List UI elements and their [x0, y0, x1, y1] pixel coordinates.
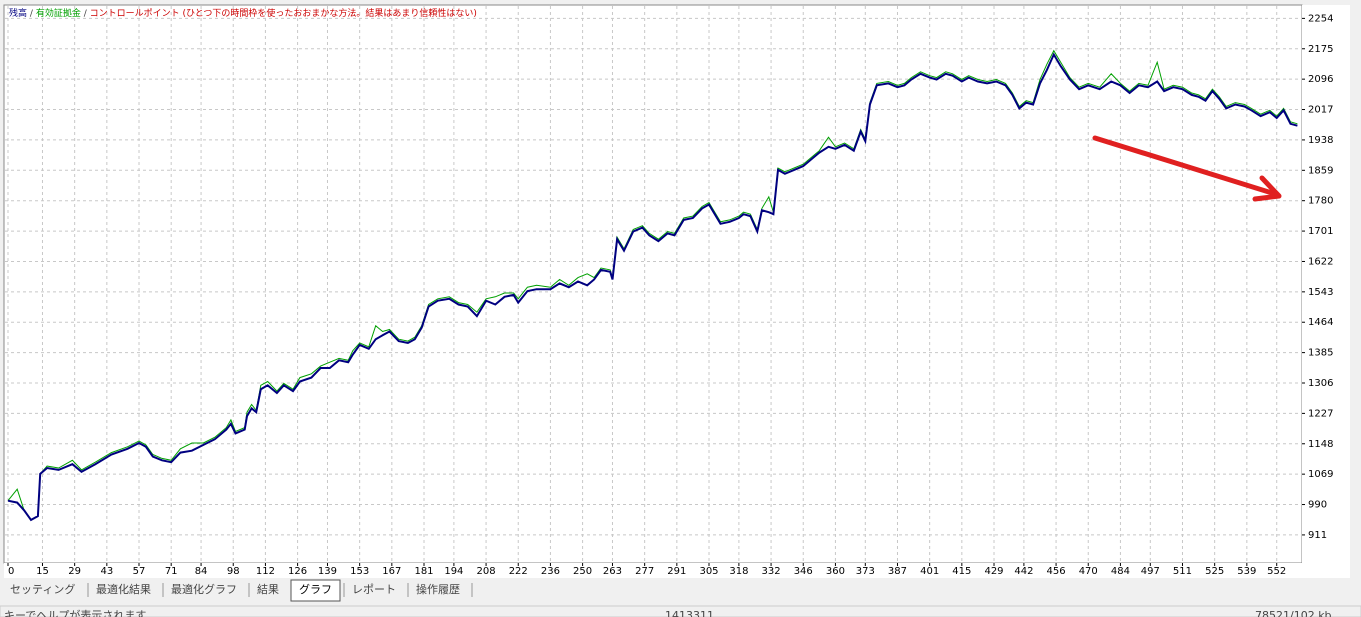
x-tick-label: 552 — [1267, 566, 1286, 577]
lines — [7, 49, 1298, 522]
y-tick-label: 1385 — [1308, 348, 1333, 359]
x-tick-label: 470 — [1079, 566, 1098, 577]
y-tick-label: 1069 — [1308, 469, 1333, 480]
x-tick-label: 29 — [68, 566, 81, 577]
x-tick-label: 305 — [699, 566, 718, 577]
status-text: 78521/102 kb — [1255, 609, 1332, 617]
x-tick-label: 71 — [165, 566, 178, 577]
status-text: 1413311 — [665, 609, 714, 617]
x-tick-label: 415 — [952, 566, 971, 577]
arrow-shaft — [1092, 135, 1275, 196]
legend: 残高 / 有効証拠金 / コントロールポイント (ひとつ下の時間枠を使ったおおま… — [9, 7, 477, 19]
status-bar — [0, 605, 1361, 617]
x-tick-label: 57 — [133, 566, 146, 577]
x-tick-label: 222 — [509, 566, 528, 577]
x-tick-label: 387 — [888, 566, 907, 577]
y-axis-panel — [1302, 5, 1350, 563]
y-tick-label: 1306 — [1308, 378, 1333, 389]
x-tick-label: 277 — [635, 566, 654, 577]
y-tick-label: 1859 — [1308, 165, 1333, 176]
status-text: キーでヘルプが表示されます — [4, 608, 146, 617]
x-axis-panel — [4, 563, 1350, 578]
x-tick-label: 332 — [762, 566, 781, 577]
y-tick-label: 1464 — [1308, 317, 1333, 328]
x-tick-label: 84 — [195, 566, 208, 577]
series-line — [7, 52, 1298, 522]
x-tick-label: 373 — [856, 566, 875, 577]
tab[interactable]: 結果 — [257, 582, 279, 596]
tab[interactable]: 最適化結果 — [96, 582, 151, 596]
tab[interactable]: グラフ — [299, 582, 332, 596]
x-tick-label: 263 — [603, 566, 622, 577]
tab-active — [290, 579, 341, 602]
x-tick-label: 194 — [444, 566, 463, 577]
legend-entry: 残高 — [9, 7, 27, 19]
x-tick-label: 208 — [477, 566, 496, 577]
x-tick-label: 112 — [256, 566, 275, 577]
x-tick-label: 0 — [8, 566, 14, 577]
x-tick-label: 456 — [1047, 566, 1066, 577]
x-tick-label: 153 — [350, 566, 369, 577]
y-tick-label: 1227 — [1308, 408, 1333, 419]
y-tick-label: 2175 — [1308, 44, 1333, 55]
y-tick-label: 990 — [1308, 500, 1327, 511]
y-tick-label: 911 — [1308, 530, 1327, 541]
separator: / — [84, 9, 88, 19]
x-tick-label: 181 — [414, 566, 433, 577]
x-tick-label: 250 — [573, 566, 592, 577]
y-tick-label: 1148 — [1308, 439, 1333, 450]
x-tick-label: 236 — [541, 566, 560, 577]
legend-text: 残高 / 有効証拠金 / コントロールポイント (ひとつ下の時間枠を使ったおおま… — [9, 7, 477, 19]
x-tick-label: 497 — [1141, 566, 1160, 577]
y-tick-label: 1780 — [1308, 196, 1333, 207]
annotation: コントロールポイント (ひとつ下の時間枠を使ったおおまかな方法。結果はあまり信頼… — [90, 7, 477, 19]
x-tick-label: 98 — [227, 566, 240, 577]
x-tick-label: 525 — [1205, 566, 1224, 577]
tab[interactable]: 最適化グラフ — [171, 582, 237, 596]
x-tick-label: 401 — [920, 566, 939, 577]
tab-bar: セッティング 最適化結果 最適化グラフ 結果 グラフ レポート 操作履歴 — [0, 579, 1361, 604]
x-tick-label: 318 — [729, 566, 748, 577]
tab-bar-bg — [0, 579, 1361, 604]
x-tick-label: 126 — [288, 566, 307, 577]
y-tick-label: 2017 — [1308, 105, 1333, 116]
legend-entry: 有効証拠金 — [36, 7, 81, 19]
x-tick-label: 291 — [667, 566, 686, 577]
y-tick-label: 2096 — [1308, 74, 1333, 85]
separator: / — [30, 9, 34, 19]
y-tick-label: 1938 — [1308, 135, 1333, 146]
x-tick-label: 511 — [1173, 566, 1192, 577]
red-arrow — [1092, 135, 1282, 202]
tab[interactable]: セッティング — [10, 582, 75, 596]
x-tick-label: 484 — [1111, 566, 1130, 577]
x-tick-label: 167 — [382, 566, 401, 577]
x-tick-label: 346 — [794, 566, 813, 577]
tab[interactable]: 操作履歴 — [416, 582, 460, 596]
tab[interactable]: レポート — [352, 583, 396, 596]
plot-frame — [3, 4, 1303, 564]
x-tick-label: 360 — [826, 566, 845, 577]
x-tick-label: 15 — [36, 566, 49, 577]
y-tick-label: 1622 — [1308, 256, 1333, 267]
x-tick-label: 442 — [1014, 566, 1033, 577]
x-tick-label: 539 — [1237, 566, 1256, 577]
grid: 9119901069114812271306138514641543162217… — [5, 6, 1333, 577]
x-tick-label: 139 — [318, 566, 337, 577]
y-tick-label: 1701 — [1308, 226, 1333, 237]
y-tick-label: 1543 — [1308, 287, 1333, 298]
x-tick-label: 429 — [984, 566, 1003, 577]
arrow-head — [1252, 175, 1282, 202]
y-tick-label: 2254 — [1308, 13, 1333, 24]
x-tick-label: 43 — [100, 566, 113, 577]
